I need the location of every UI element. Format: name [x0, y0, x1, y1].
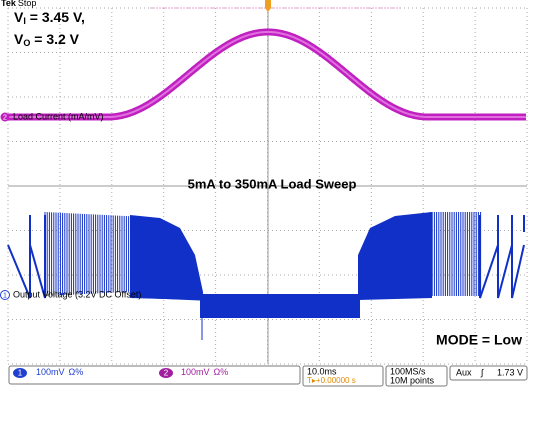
timebase: 10.0ms [307, 366, 337, 376]
ripple [129, 296, 201, 301]
trigger-level: 1.73 V [497, 367, 523, 377]
trigger-box [449, 365, 528, 381]
trigger-slope: ∫ [480, 367, 485, 377]
load-current-trace-center [8, 31, 526, 118]
trigger-marker [265, 0, 271, 12]
ch2-number: 2 [3, 114, 7, 121]
mode-label: MODE = Low [436, 332, 522, 348]
low-band [200, 294, 360, 318]
ch2-marker [0, 112, 10, 122]
output-voltage: VO = 3.2 V [14, 31, 80, 49]
sawtooth [479, 215, 499, 299]
acquisition-box [385, 365, 448, 387]
sawtooth [511, 215, 525, 299]
sawtooth [7, 215, 31, 299]
burst-envelope [130, 215, 203, 300]
ch2-label: Load Current (mA/mV) [13, 111, 104, 121]
output-voltage-trace [7, 212, 525, 340]
burst-envelope [358, 212, 432, 300]
input-voltage: VI = 3.45 V, [14, 9, 85, 27]
trigger-position: T▸+0.00000 s [307, 376, 356, 385]
sawtooth [497, 215, 513, 299]
ch1-marker [0, 290, 10, 300]
sweep-label: 5mA to 350mA Load Sweep [188, 176, 357, 191]
status: Tek Stop [1, 0, 36, 8]
timebase-box [302, 365, 384, 387]
ch1-label: Output Voltage (3.2V DC Offset) [13, 289, 141, 299]
record-length: 10M points [390, 375, 435, 385]
ch1-scale: 100mV Ω% [36, 367, 83, 377]
ch1-badge [13, 368, 27, 378]
ch2-badge [159, 368, 173, 378]
ch2-badge-number: 2 [164, 369, 169, 378]
ch1-badge-number: 1 [18, 369, 23, 378]
sample-rate: 100MS/s [390, 366, 426, 376]
ch1-number: 1 [3, 292, 7, 299]
ch2-scale: 100mV Ω% [181, 367, 228, 377]
trigger-source: Aux [456, 367, 472, 377]
channel-box [8, 365, 301, 385]
